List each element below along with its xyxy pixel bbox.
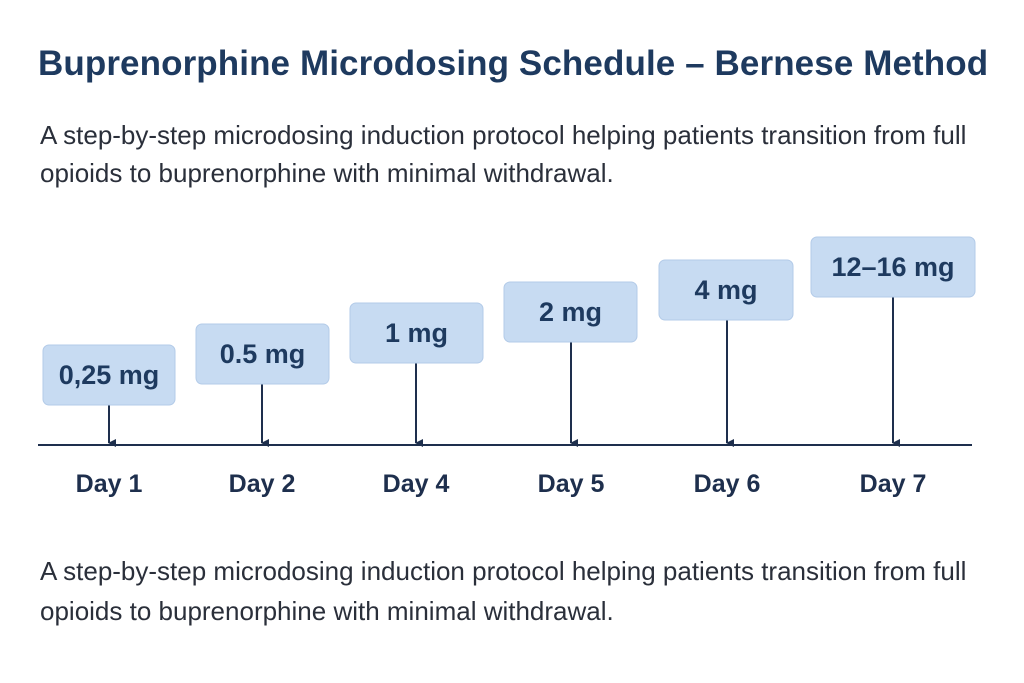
- dose-label: 1 mg: [385, 318, 448, 348]
- dose-box: [195, 323, 330, 385]
- dose-box: [503, 281, 638, 343]
- day-label: Day 7: [860, 470, 927, 498]
- dose-label: 0.5 mg: [220, 339, 306, 369]
- day-label: Day 6: [694, 470, 761, 498]
- day-label: Day 2: [229, 470, 296, 498]
- dose-box: [42, 344, 176, 406]
- page-subtitle: A step-by-step microdosing induction pro…: [40, 120, 967, 188]
- dose-label: 2 mg: [539, 297, 602, 327]
- page-title: Buprenorphine Microdosing Schedule – Ber…: [38, 44, 989, 83]
- day-label: Day 4: [383, 470, 450, 498]
- dose-label: 4 mg: [694, 275, 757, 305]
- timeline-step: 1 mg Day 4: [349, 302, 484, 498]
- timeline-steps: 0,25 mg Day 1 0.5 mg Day 2 1 mg Day 4 2 mg Day …: [42, 236, 976, 498]
- dose-box: [658, 259, 794, 321]
- timeline-step: 4 mg Day 6: [658, 259, 794, 498]
- timeline-step: 12–16 mg Day 7: [810, 236, 976, 498]
- timeline-step: 2 mg Day 5: [503, 281, 638, 498]
- day-label: Day 1: [76, 470, 143, 498]
- dose-label: 0,25 mg: [59, 360, 160, 390]
- dose-box: [349, 302, 484, 364]
- timeline-step: 0.5 mg Day 2: [195, 323, 330, 498]
- timeline-step: 0,25 mg Day 1: [42, 344, 176, 498]
- day-label: Day 5: [538, 470, 605, 498]
- dose-box: [810, 236, 976, 298]
- footer-caption: A step-by-step microdosing induction pro…: [40, 556, 967, 626]
- dose-label: 12–16 mg: [831, 252, 954, 282]
